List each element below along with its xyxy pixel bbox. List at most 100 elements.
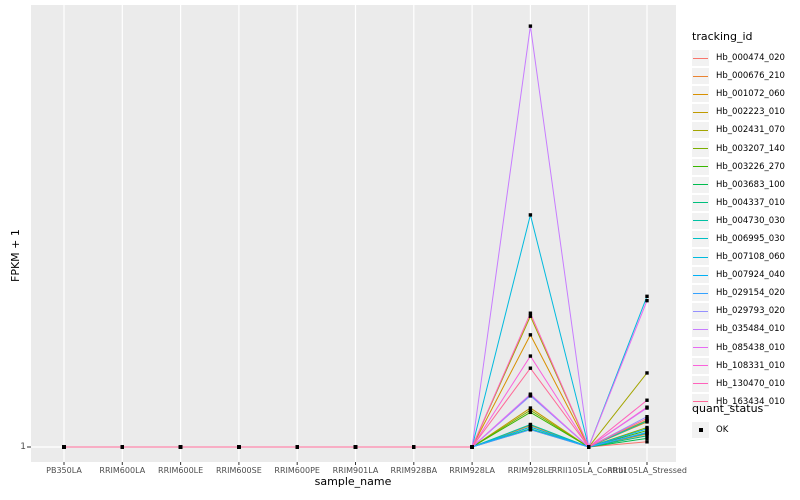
y-axis-title: FPKM + 1 <box>9 229 22 282</box>
legend-line-swatch <box>692 249 709 266</box>
data-point-Hb_163434_010 <box>237 445 241 449</box>
legend-label: Hb_085438_010 <box>716 342 785 353</box>
data-point-Hb_002431_070 <box>528 314 533 318</box>
data-point-Hb_029793_020 <box>528 394 533 398</box>
legend-label: Hb_029793_020 <box>716 306 785 317</box>
data-point-Hb_029154_020 <box>528 427 533 432</box>
legend-label: Hb_007924_040 <box>716 270 785 281</box>
data-point-Hb_002223_010 <box>528 406 533 410</box>
legend-item-Hb_004337_010: Hb_004337_010 <box>688 194 798 212</box>
legend-item-Hb_163434_010: Hb_163434_010 <box>688 393 798 411</box>
data-point-Hb_035484_010 <box>528 24 533 28</box>
legend-label: Hb_108331_010 <box>716 360 785 371</box>
legend-item-Hb_003226_270: Hb_003226_270 <box>688 158 798 176</box>
data-point-Hb_001072_060 <box>528 333 533 337</box>
legend-label: Hb_001072_060 <box>716 89 785 100</box>
legend-label: Hb_000474_020 <box>716 53 785 64</box>
legend-line-swatch <box>692 267 709 284</box>
legend-line-swatch <box>692 104 709 121</box>
data-point-Hb_004730_030 <box>528 422 533 427</box>
legend-line-swatch <box>692 321 709 338</box>
legend-item-Hb_003207_140: Hb_003207_140 <box>688 139 798 157</box>
x-tick-label-PB350LA: PB350LA <box>46 466 82 475</box>
legend-line-swatch <box>692 212 709 229</box>
data-point-Hb_163434_010 <box>295 445 299 449</box>
data-point-Hb_007108_060 <box>528 213 533 217</box>
legend-label: Hb_002223_010 <box>716 107 785 118</box>
data-point-Hb_007108_060 <box>645 294 649 299</box>
legend-label: Hb_004730_030 <box>716 215 785 226</box>
legend-item-Hb_029154_020: Hb_029154_020 <box>688 284 798 302</box>
legend-label: Hb_007108_060 <box>716 252 785 263</box>
data-point-Hb_003683_100 <box>645 436 649 441</box>
x-tick-label-RRIM928LA: RRIM928LA <box>449 466 495 475</box>
data-point-Hb_029793_020 <box>645 414 649 419</box>
data-point-Hb_163434_010 <box>528 366 533 370</box>
data-point-Hb_004337_010 <box>645 434 649 438</box>
data-point-Hb_108331_010 <box>528 354 533 358</box>
legend-label: Hb_035484_010 <box>716 324 785 335</box>
legend-item-Hb_002431_070: Hb_002431_070 <box>688 121 798 139</box>
legend-line-swatch <box>692 230 709 247</box>
legend-tracking-id: tracking_id Hb_000474_020 Hb_000676_210 Hb… <box>688 30 798 411</box>
legend-line-swatch <box>692 122 709 139</box>
legend-label: Hb_003207_140 <box>716 143 785 154</box>
x-tick-label-RRIM901LA: RRIM901LA <box>332 466 379 475</box>
data-point-Hb_163434_010 <box>587 445 591 449</box>
legend-item-Hb_001072_060: Hb_001072_060 <box>688 85 798 103</box>
legend-item-Hb_029793_020: Hb_029793_020 <box>688 302 798 320</box>
data-point-Hb_130470_010 <box>645 398 649 402</box>
legend-label: Hb_004337_010 <box>716 197 785 208</box>
legend-item-Hb_130470_010: Hb_130470_010 <box>688 375 798 393</box>
legend-label: Hb_006995_030 <box>716 233 785 244</box>
legend-label: Hb_163434_010 <box>716 396 785 407</box>
x-axis-title: sample_name <box>314 475 392 488</box>
legend-item-Hb_000676_210: Hb_000676_210 <box>688 67 798 85</box>
x-tick-label-RRIM928BA: RRIM928BA <box>390 466 438 475</box>
x-tick-label-RRIM928LE: RRIM928LE <box>507 466 553 475</box>
legend-line-swatch <box>692 140 709 157</box>
legend-label: Hb_003683_100 <box>716 179 785 190</box>
data-point-Hb_163434_010 <box>353 445 358 449</box>
x-tick-label-RRIM600SE: RRIM600SE <box>216 466 262 475</box>
legend-item-Hb_006995_030: Hb_006995_030 <box>688 230 798 248</box>
legend-line-swatch <box>692 158 709 175</box>
data-point-Hb_007924_040 <box>528 425 533 429</box>
legend-line-swatch <box>692 339 709 356</box>
data-point-Hb_130470_010 <box>528 311 533 315</box>
legend-line-swatch <box>692 176 709 193</box>
legend-label: Hb_130470_010 <box>716 378 785 389</box>
legend-label-ok: OK <box>716 425 729 436</box>
legend-line-swatch <box>692 194 709 211</box>
legend-item-Hb_002223_010: Hb_002223_010 <box>688 103 798 121</box>
legend-line-swatch <box>692 285 709 302</box>
legend-item-Hb_007924_040: Hb_007924_040 <box>688 266 798 284</box>
legend-item-Hb_004730_030: Hb_004730_030 <box>688 212 798 230</box>
legend-line-swatch <box>692 50 709 67</box>
legend-item-Hb_035484_010: Hb_035484_010 <box>688 320 798 338</box>
legend-items: Hb_000474_020 Hb_000676_210 Hb_001072_060 H… <box>688 49 798 411</box>
data-point-Hb_029154_020 <box>645 430 649 434</box>
legend-item-Hb_085438_010: Hb_085438_010 <box>688 339 798 357</box>
legend-item-Hb_003683_100: Hb_003683_100 <box>688 176 798 194</box>
legend-line-swatch <box>692 68 709 85</box>
legend-line-swatch <box>692 357 709 374</box>
ok-square-icon <box>692 422 709 439</box>
legend-label: Hb_000676_210 <box>716 71 785 82</box>
x-tick-label-RRIM600LE: RRIM600LE <box>158 466 204 475</box>
y-tick-label-1: 1 <box>20 442 26 452</box>
data-point-Hb_163434_010 <box>645 416 649 421</box>
data-point-Hb_003226_270 <box>645 428 649 433</box>
data-point-Hb_000474_020 <box>645 440 649 444</box>
data-point-Hb_085438_010 <box>645 298 649 303</box>
legend-quant-status: quant_status OK <box>688 402 798 439</box>
data-point-Hb_085438_010 <box>528 392 533 396</box>
data-point-Hb_163434_010 <box>470 445 474 449</box>
data-point-Hb_006995_030 <box>645 419 649 423</box>
legend-line-swatch <box>692 303 709 320</box>
legend-label: Hb_003226_270 <box>716 161 785 172</box>
x-tick-label-RRIM600LA: RRIM600LA <box>99 466 146 475</box>
legend-line-swatch <box>692 375 709 392</box>
